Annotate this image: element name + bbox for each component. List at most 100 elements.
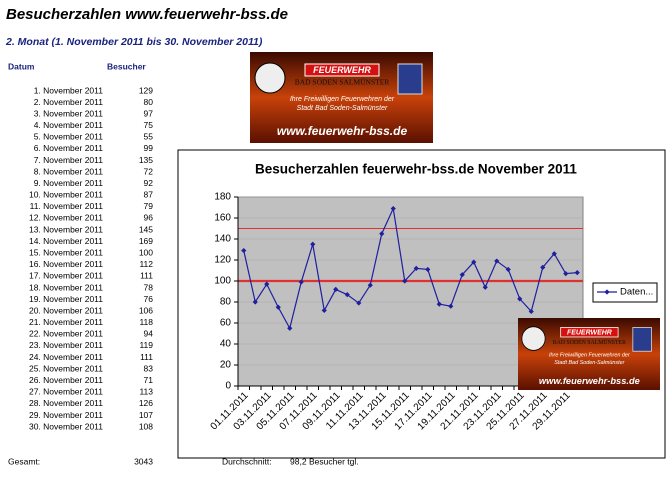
date-cell: 29. November 2011: [29, 410, 103, 420]
visitor-cell: 119: [139, 340, 153, 350]
visitor-cell: 55: [144, 132, 154, 142]
y-tick-label: 20: [220, 360, 232, 371]
data-point: [482, 284, 488, 290]
logo-banner: [304, 63, 380, 77]
date-cell: 17. November 2011: [29, 271, 103, 281]
visitor-cell: 92: [144, 178, 154, 188]
visitor-cell: 97: [144, 108, 154, 118]
logo-slogan: Stadt Bad Soden-Salmünster: [297, 105, 388, 112]
visitor-cell: 100: [139, 248, 153, 258]
data-point: [448, 303, 454, 309]
logo-town: BAD SODEN SALMÜNSTER: [295, 78, 390, 87]
visitor-cell: 111: [140, 352, 153, 362]
date-cell: 27. November 2011: [29, 387, 103, 397]
visitor-cell: 76: [144, 294, 154, 304]
data-point: [551, 251, 557, 257]
visitor-cell: 78: [144, 282, 154, 292]
y-tick-label: 60: [220, 318, 232, 329]
y-tick-label: 160: [214, 213, 231, 224]
logo-crest: [632, 327, 652, 352]
visitor-cell: 118: [139, 317, 153, 327]
date-cell: 6. November 2011: [34, 143, 104, 153]
date-cell: 5. November 2011: [34, 132, 104, 142]
logo-banner: [560, 327, 619, 338]
date-cell: 9. November 2011: [34, 178, 104, 188]
data-point: [333, 286, 339, 292]
series-line: [243, 206, 578, 330]
total: 3043: [134, 456, 153, 466]
logo-brand: FEUERWEHR: [567, 329, 613, 336]
visitor-cell: 108: [139, 421, 153, 431]
data-point: [264, 281, 270, 287]
visitor-cell: 83: [144, 363, 154, 373]
data-point: [390, 205, 396, 212]
data-point: [425, 266, 431, 273]
logo-emblem: [521, 326, 546, 351]
logo-brand: FEUERWEHR: [313, 65, 371, 75]
data-point: [459, 272, 465, 278]
logo-url: www.feuerwehr-bss.de: [539, 375, 640, 386]
y-tick-label: 180: [214, 192, 231, 203]
data-point: [367, 282, 373, 288]
logo-slogan: Stadt Bad Soden-Salmünster: [554, 360, 624, 366]
date-cell: 11. November 2011: [30, 201, 104, 211]
average: 98,2: [290, 456, 307, 466]
data-point: [471, 259, 477, 265]
data-point: [298, 279, 304, 285]
logo-slogan: Ihre Freiwilligen Feuerwehren der: [549, 353, 630, 359]
date-cell: 15. November 2011: [29, 248, 103, 258]
date-cell: 13. November 2011: [29, 224, 103, 234]
chart-title: Besucherzahlen feuerwehr-bss.de November…: [255, 162, 577, 177]
data-point: [252, 299, 258, 305]
data-point: [540, 264, 546, 270]
visitor-cell: 145: [139, 224, 153, 234]
data-point: [413, 265, 419, 271]
data-point: [402, 278, 408, 284]
date-cell: 25. November 2011: [29, 363, 103, 373]
visitor-cell: 111: [140, 271, 153, 281]
logo: FEUERWEHR BAD SODEN SALMÜNSTER Ihre Freiwi…: [518, 318, 660, 390]
logo-url: www.feuerwehr-bss.de: [277, 124, 408, 138]
data-point: [241, 247, 247, 254]
date-cell: 30. November 2011: [29, 421, 103, 431]
date-cell: 19. November 2011: [29, 294, 103, 304]
data-point: [344, 292, 350, 298]
page-subtitle: 2. Monat (1. November 2011 bis 30. Novem…: [5, 36, 263, 48]
average-label: Durchschnitt:: [222, 456, 272, 466]
visitor-cell: 72: [144, 166, 154, 176]
date-cell: 18. November 2011: [29, 282, 103, 292]
legend-marker: [604, 289, 610, 295]
data-point: [275, 304, 281, 310]
visitor-cell: 96: [144, 213, 154, 223]
date-cell: 21. November 2011: [29, 317, 103, 327]
visitor-cell: 169: [139, 236, 153, 246]
visitor-cell: 80: [144, 97, 154, 107]
data-point: [287, 325, 293, 331]
visitor-cell: 75: [144, 120, 154, 130]
data-point: [436, 301, 442, 307]
col-header: Besucher: [107, 61, 146, 71]
date-cell: 7. November 2011: [34, 155, 104, 165]
visitor-cell: 135: [139, 155, 153, 165]
visitor-cell: 71: [144, 375, 154, 385]
page-title: Besucherzahlen www.feuerwehr-bss.de: [6, 6, 288, 23]
y-tick-label: 120: [214, 255, 231, 266]
date-cell: 3. November 2011: [34, 108, 104, 118]
legend-label: Daten...: [620, 287, 653, 298]
date-cell: 20. November 2011: [29, 305, 103, 315]
date-cell: 2. November 2011: [34, 97, 104, 107]
visitor-cell: 113: [139, 387, 153, 397]
date-cell: 4. November 2011: [34, 120, 104, 130]
visitor-cell: 126: [139, 398, 153, 408]
visitor-cell: 112: [139, 259, 153, 269]
logo-crest: [397, 63, 423, 95]
data-point: [505, 266, 511, 273]
data-point: [517, 296, 523, 302]
visitor-cell: 99: [144, 143, 154, 153]
logo-town: BAD SODEN SALMÜNSTER: [553, 339, 626, 346]
date-cell: 24. November 2011: [29, 352, 103, 362]
date-cell: 8. November 2011: [34, 166, 104, 176]
y-tick-label: 40: [220, 339, 232, 350]
average-unit: Besucher tgl.: [309, 456, 359, 466]
